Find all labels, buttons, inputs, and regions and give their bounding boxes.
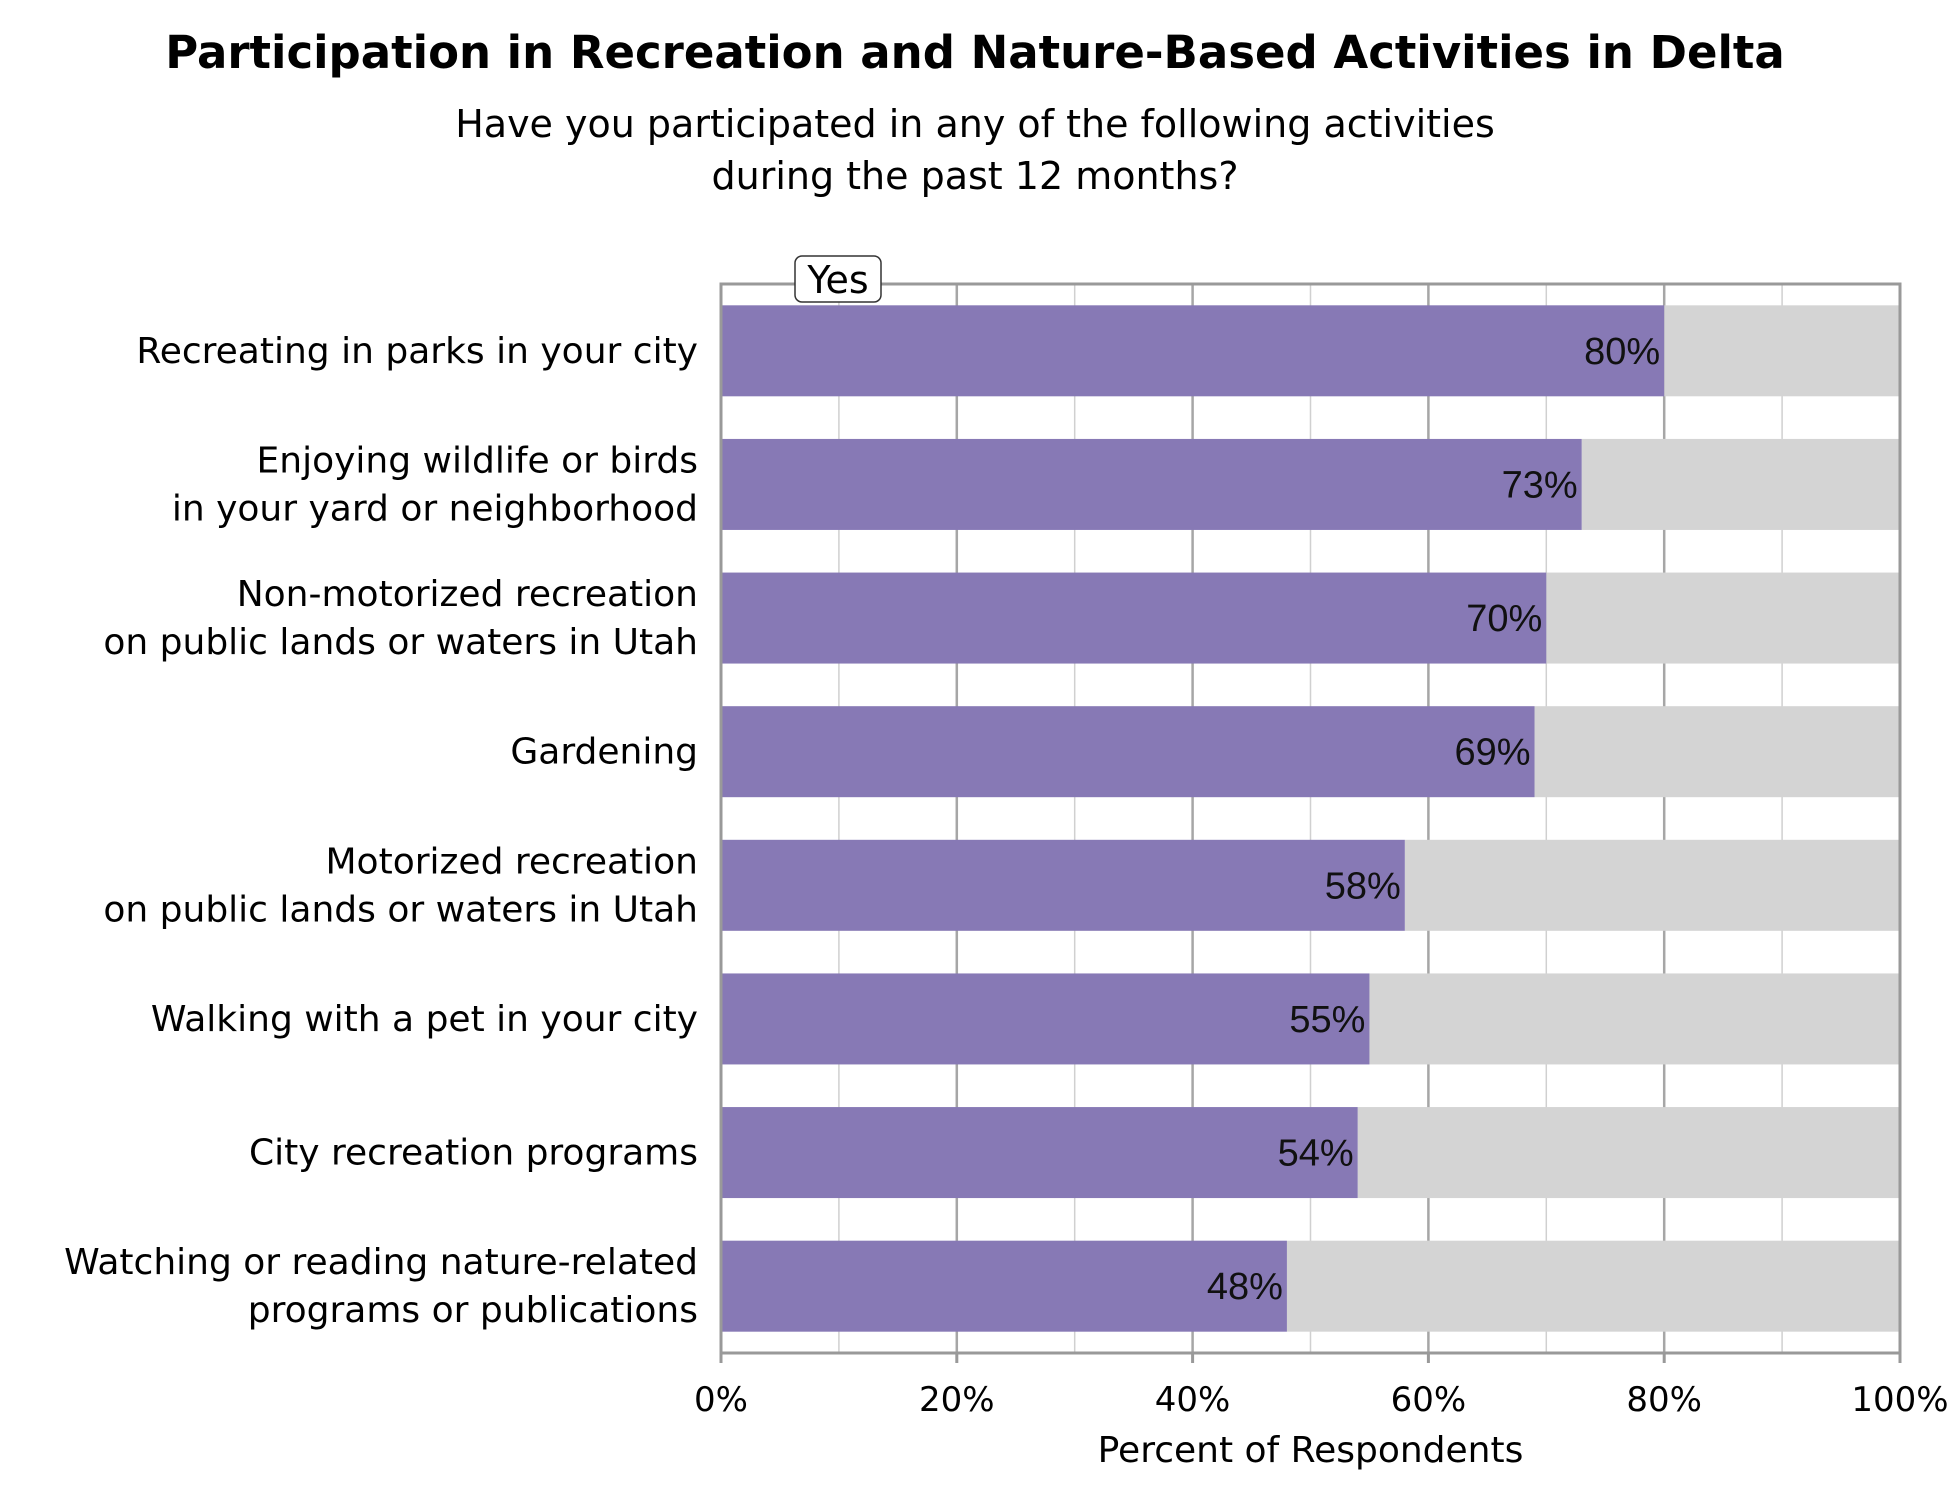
category-label: Walking with a pet in your city xyxy=(151,999,698,1040)
subtitle-line-1: Have you participated in any of the foll… xyxy=(455,102,1495,146)
legend-box xyxy=(794,255,882,303)
category-label: on public lands or waters in Utah xyxy=(103,889,698,930)
axes xyxy=(719,282,1902,1363)
data-label: 80% xyxy=(1584,331,1660,373)
data-label: 58% xyxy=(1325,865,1401,907)
category-label: Motorized recreation xyxy=(326,841,699,882)
labels: 80% Recreating in parks in your city 73% En… xyxy=(64,331,1949,1471)
x-axis-label: Percent of Respondents xyxy=(1098,1430,1524,1471)
data-label: 54% xyxy=(1278,1133,1354,1175)
yes-bar xyxy=(721,305,1665,397)
remainder-bar xyxy=(1546,572,1900,664)
category-label: Non-motorized recreation xyxy=(237,574,698,615)
data-label: 70% xyxy=(1466,598,1542,640)
chart-subtitle: Have you participated in any of the foll… xyxy=(0,98,1950,202)
yes-bar xyxy=(721,438,1582,530)
x-tick-label: 0% xyxy=(694,1380,748,1420)
legend: Yes xyxy=(794,255,882,303)
data-label: 55% xyxy=(1289,999,1365,1041)
x-tick-label: 20% xyxy=(919,1380,995,1420)
category-label: City recreation programs xyxy=(249,1133,698,1174)
category-label: in your yard or neighborhood xyxy=(172,488,698,529)
x-tick-label: 80% xyxy=(1626,1380,1702,1420)
subtitle-line-2: during the past 12 months? xyxy=(711,154,1239,198)
remainder-bar xyxy=(1357,1107,1900,1199)
remainder-bar xyxy=(1286,1240,1900,1332)
chart-title: Participation in Recreation and Nature-B… xyxy=(165,26,1785,79)
yes-bar xyxy=(721,973,1370,1065)
data-label: 69% xyxy=(1454,732,1530,774)
remainder-bar xyxy=(1404,839,1900,931)
legend-entry: Yes xyxy=(806,258,868,302)
x-tick-label: 40% xyxy=(1155,1380,1231,1420)
yes-bar xyxy=(721,839,1405,931)
remainder-bar xyxy=(1369,973,1900,1065)
data-label: 73% xyxy=(1502,464,1578,506)
yes-bar xyxy=(721,1107,1358,1199)
category-label: on public lands or waters in Utah xyxy=(103,622,698,663)
remainder-bar xyxy=(1581,438,1900,530)
category-label: Gardening xyxy=(510,732,698,773)
category-label: Watching or reading nature-related xyxy=(64,1242,698,1283)
plot-frame xyxy=(719,282,1902,1355)
remainder-bar xyxy=(1664,305,1900,397)
category-label: Recreating in parks in your city xyxy=(136,331,698,372)
remainder-bar xyxy=(1534,706,1900,798)
x-tick-label: 60% xyxy=(1391,1380,1467,1420)
category-label: Enjoying wildlife or birds xyxy=(257,440,698,481)
bars xyxy=(721,305,1900,1332)
yes-bar xyxy=(721,572,1547,664)
category-label: programs or publications xyxy=(248,1290,698,1331)
x-tick-label: 100% xyxy=(1851,1380,1948,1420)
yes-bar xyxy=(721,706,1535,798)
data-label: 48% xyxy=(1207,1266,1283,1308)
yes-bar xyxy=(721,1240,1287,1332)
